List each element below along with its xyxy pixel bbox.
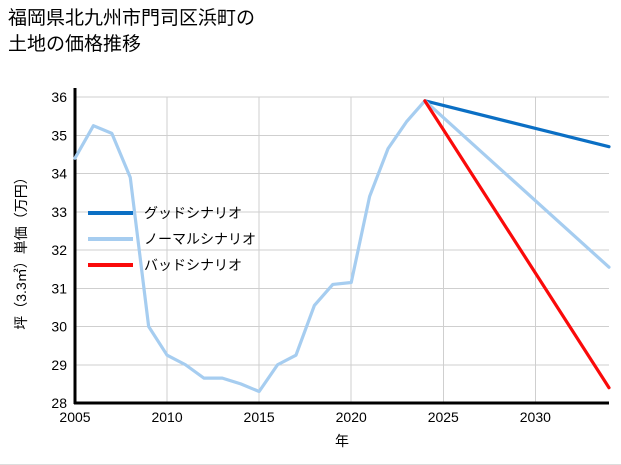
x-tick-label: 2020 [336, 409, 367, 425]
x-axis-tick-labels: 2005 2010 2015 2020 2025 2030 [59, 409, 551, 425]
legend-label: ノーマルシナリオ [144, 231, 256, 247]
x-tick-label: 2010 [151, 409, 182, 425]
y-tick-label: 35 [51, 127, 67, 143]
legend-label: グッドシナリオ [144, 205, 242, 221]
x-tick-label: 2005 [59, 409, 90, 425]
x-tick-label: 2015 [244, 409, 275, 425]
x-tick-label: 2025 [428, 409, 459, 425]
y-tick-label: 34 [51, 166, 67, 182]
y-tick-label: 33 [51, 204, 67, 220]
series-line-good [423, 99, 611, 149]
x-tick-label: 2030 [520, 409, 551, 425]
x-axis-title: 年 [335, 433, 349, 449]
data-series [73, 99, 611, 394]
y-axis-tick-labels: 28 29 30 31 32 33 34 35 36 [51, 89, 67, 411]
legend-label: バッドシナリオ [144, 257, 242, 273]
y-axis-title: 坪（3.3㎡）単価（万円） [13, 170, 29, 329]
axis-spines [73, 88, 609, 405]
y-tick-label: 31 [51, 280, 67, 296]
y-tick-label: 29 [51, 357, 67, 373]
series-line-normal [73, 99, 611, 394]
y-tick-label: 28 [51, 395, 67, 411]
y-tick-label: 32 [51, 242, 67, 258]
y-tick-label: 36 [51, 89, 67, 105]
y-tick-label: 30 [51, 319, 67, 335]
gridlines [74, 96, 609, 404]
page-title: 福岡県北九州市門司区浜町の 土地の価格推移 [8, 8, 256, 55]
series-line-bad [423, 99, 611, 390]
axis-titles: 年 坪（3.3㎡）単価（万円） [13, 170, 349, 449]
